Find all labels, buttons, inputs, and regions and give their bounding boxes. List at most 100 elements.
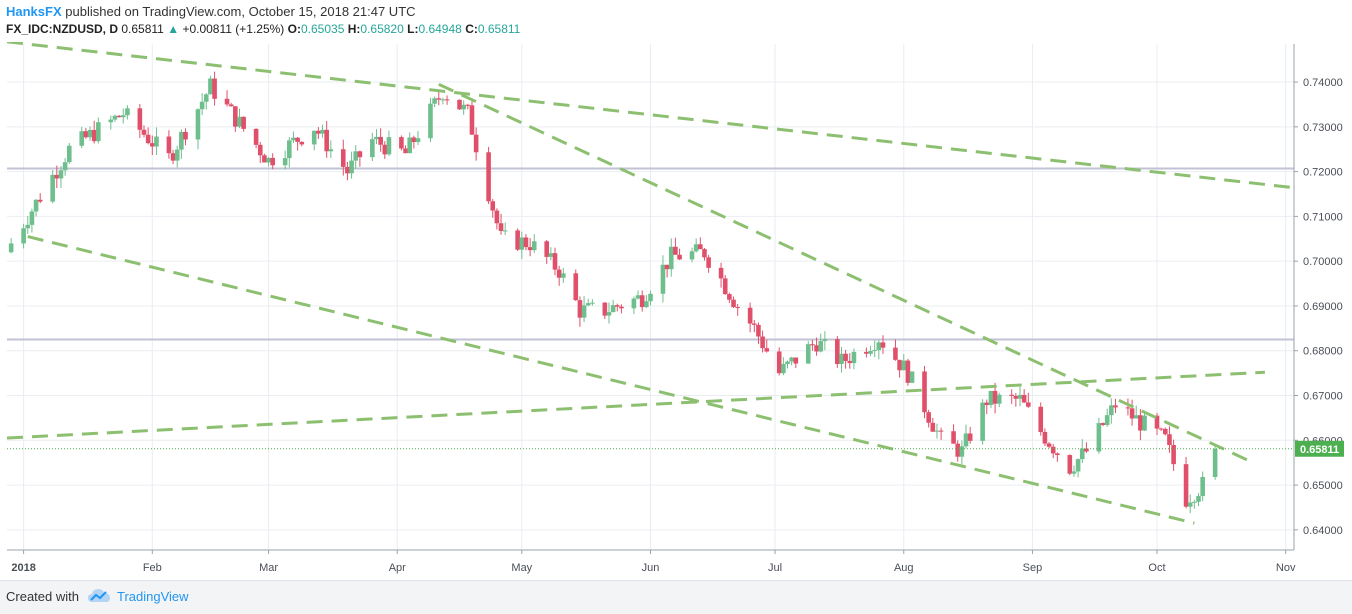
- publish-line: HanksFX published on TradingView.com, Oc…: [6, 4, 416, 19]
- candle-body: [498, 223, 504, 231]
- y-tick-label: 0.64000: [1303, 525, 1343, 537]
- candle-body: [257, 144, 263, 156]
- price-change: +0.00811 (+1.25%): [182, 22, 285, 36]
- candle-body: [1142, 415, 1147, 431]
- low-value: 0.64948: [418, 22, 462, 36]
- candle-body: [523, 237, 529, 248]
- candle-body: [988, 390, 994, 406]
- candle-body: [432, 98, 437, 104]
- candle-body: [602, 302, 608, 316]
- candle-body: [328, 149, 334, 152]
- candle-body: [1113, 405, 1118, 408]
- candle-body: [440, 99, 446, 101]
- candle-body: [955, 443, 961, 457]
- candle-body: [573, 273, 579, 301]
- candle-body: [590, 302, 595, 304]
- candle-body: [731, 299, 736, 308]
- candle-body: [108, 119, 114, 123]
- x-tick-label: Oct: [1148, 562, 1165, 574]
- candle-body: [727, 294, 732, 300]
- candle-body: [527, 247, 533, 251]
- candle-body: [1084, 448, 1089, 452]
- candle-body: [353, 151, 359, 161]
- candle-body: [195, 109, 201, 140]
- candle-body: [54, 174, 60, 179]
- candle-body: [1163, 428, 1168, 435]
- candle-body: [835, 339, 840, 365]
- candle-body: [1171, 444, 1176, 465]
- candle-body: [864, 351, 869, 354]
- candle-body: [340, 149, 346, 167]
- candle-body: [1104, 415, 1110, 425]
- candle-body: [116, 115, 122, 118]
- candle-body: [664, 264, 670, 270]
- trendlines: [6, 42, 1295, 525]
- candle-body: [112, 115, 118, 120]
- candle-body: [1158, 428, 1164, 430]
- author-link[interactable]: HanksFX: [6, 4, 62, 19]
- candle-body: [515, 230, 520, 250]
- horizontal-levels: [7, 167, 1294, 341]
- candle-body: [241, 116, 246, 129]
- candle-body: [1133, 415, 1139, 419]
- axes: 0.74000 0.73000 0.72000 0.71000 0.70000 0.690…: [7, 44, 1352, 574]
- candle-body: [606, 312, 612, 316]
- candle-body: [203, 94, 209, 102]
- candle-body: [980, 402, 985, 441]
- candle-body: [760, 336, 765, 349]
- candle-body: [548, 253, 554, 257]
- last-price: 0.65811: [121, 22, 164, 36]
- candle-body: [789, 357, 794, 362]
- candle-body: [585, 303, 591, 306]
- candle-body: [1192, 501, 1197, 503]
- high-label: H:: [347, 22, 361, 36]
- candle-body: [561, 273, 566, 278]
- candle-body: [324, 129, 329, 152]
- candle-body: [1212, 448, 1218, 477]
- open-value: 0.65035: [300, 22, 345, 36]
- candle-body: [1075, 459, 1081, 472]
- y-tick-label: 0.71000: [1303, 211, 1343, 223]
- candle-body: [706, 257, 711, 268]
- candle-body: [967, 433, 973, 441]
- candle-body: [291, 137, 296, 141]
- candle-body: [1167, 434, 1172, 445]
- x-tick-label: Jun: [642, 562, 660, 574]
- candle-body: [120, 115, 126, 118]
- candle-body: [428, 103, 433, 139]
- candle-body: [1013, 395, 1019, 399]
- candle-body: [822, 339, 828, 342]
- candle-body: [698, 244, 703, 250]
- x-tick-label: Sep: [1023, 562, 1043, 574]
- tradingview-cloud-icon[interactable]: [87, 587, 111, 605]
- x-tick-label: Mar: [259, 562, 278, 574]
- candle-body: [262, 155, 267, 163]
- candle-body: [1187, 502, 1193, 507]
- candle-body: [316, 130, 321, 134]
- candle-body: [614, 305, 620, 307]
- candle-body: [145, 134, 151, 144]
- candle-body: [1021, 394, 1027, 403]
- chart-header: HanksFX published on TradingView.com, Oc…: [0, 0, 1352, 42]
- footer: Created with TradingView: [0, 580, 1352, 614]
- candle-body: [170, 153, 176, 161]
- price-chart[interactable]: 0.74000 0.73000 0.72000 0.71000 0.70000 0.690…: [0, 42, 1352, 580]
- candle-body: [137, 108, 143, 130]
- candle-body: [237, 116, 242, 127]
- candle-body: [411, 137, 417, 143]
- candle-body: [781, 363, 786, 374]
- candle-body: [847, 360, 853, 364]
- candle-body: [735, 307, 740, 309]
- candle-body: [320, 129, 325, 134]
- candle-body: [208, 78, 213, 95]
- price-tag-label: 0.65811: [1300, 444, 1339, 456]
- trendline: [27, 235, 1195, 525]
- candle-body: [21, 228, 26, 244]
- candle-body: [1071, 471, 1077, 474]
- candle-body: [805, 344, 811, 364]
- y-tick-label: 0.67000: [1303, 391, 1343, 403]
- candle-body: [228, 104, 234, 107]
- tradingview-link[interactable]: TradingView: [117, 589, 189, 604]
- low-label: L:: [407, 22, 419, 36]
- candle-body: [370, 139, 375, 158]
